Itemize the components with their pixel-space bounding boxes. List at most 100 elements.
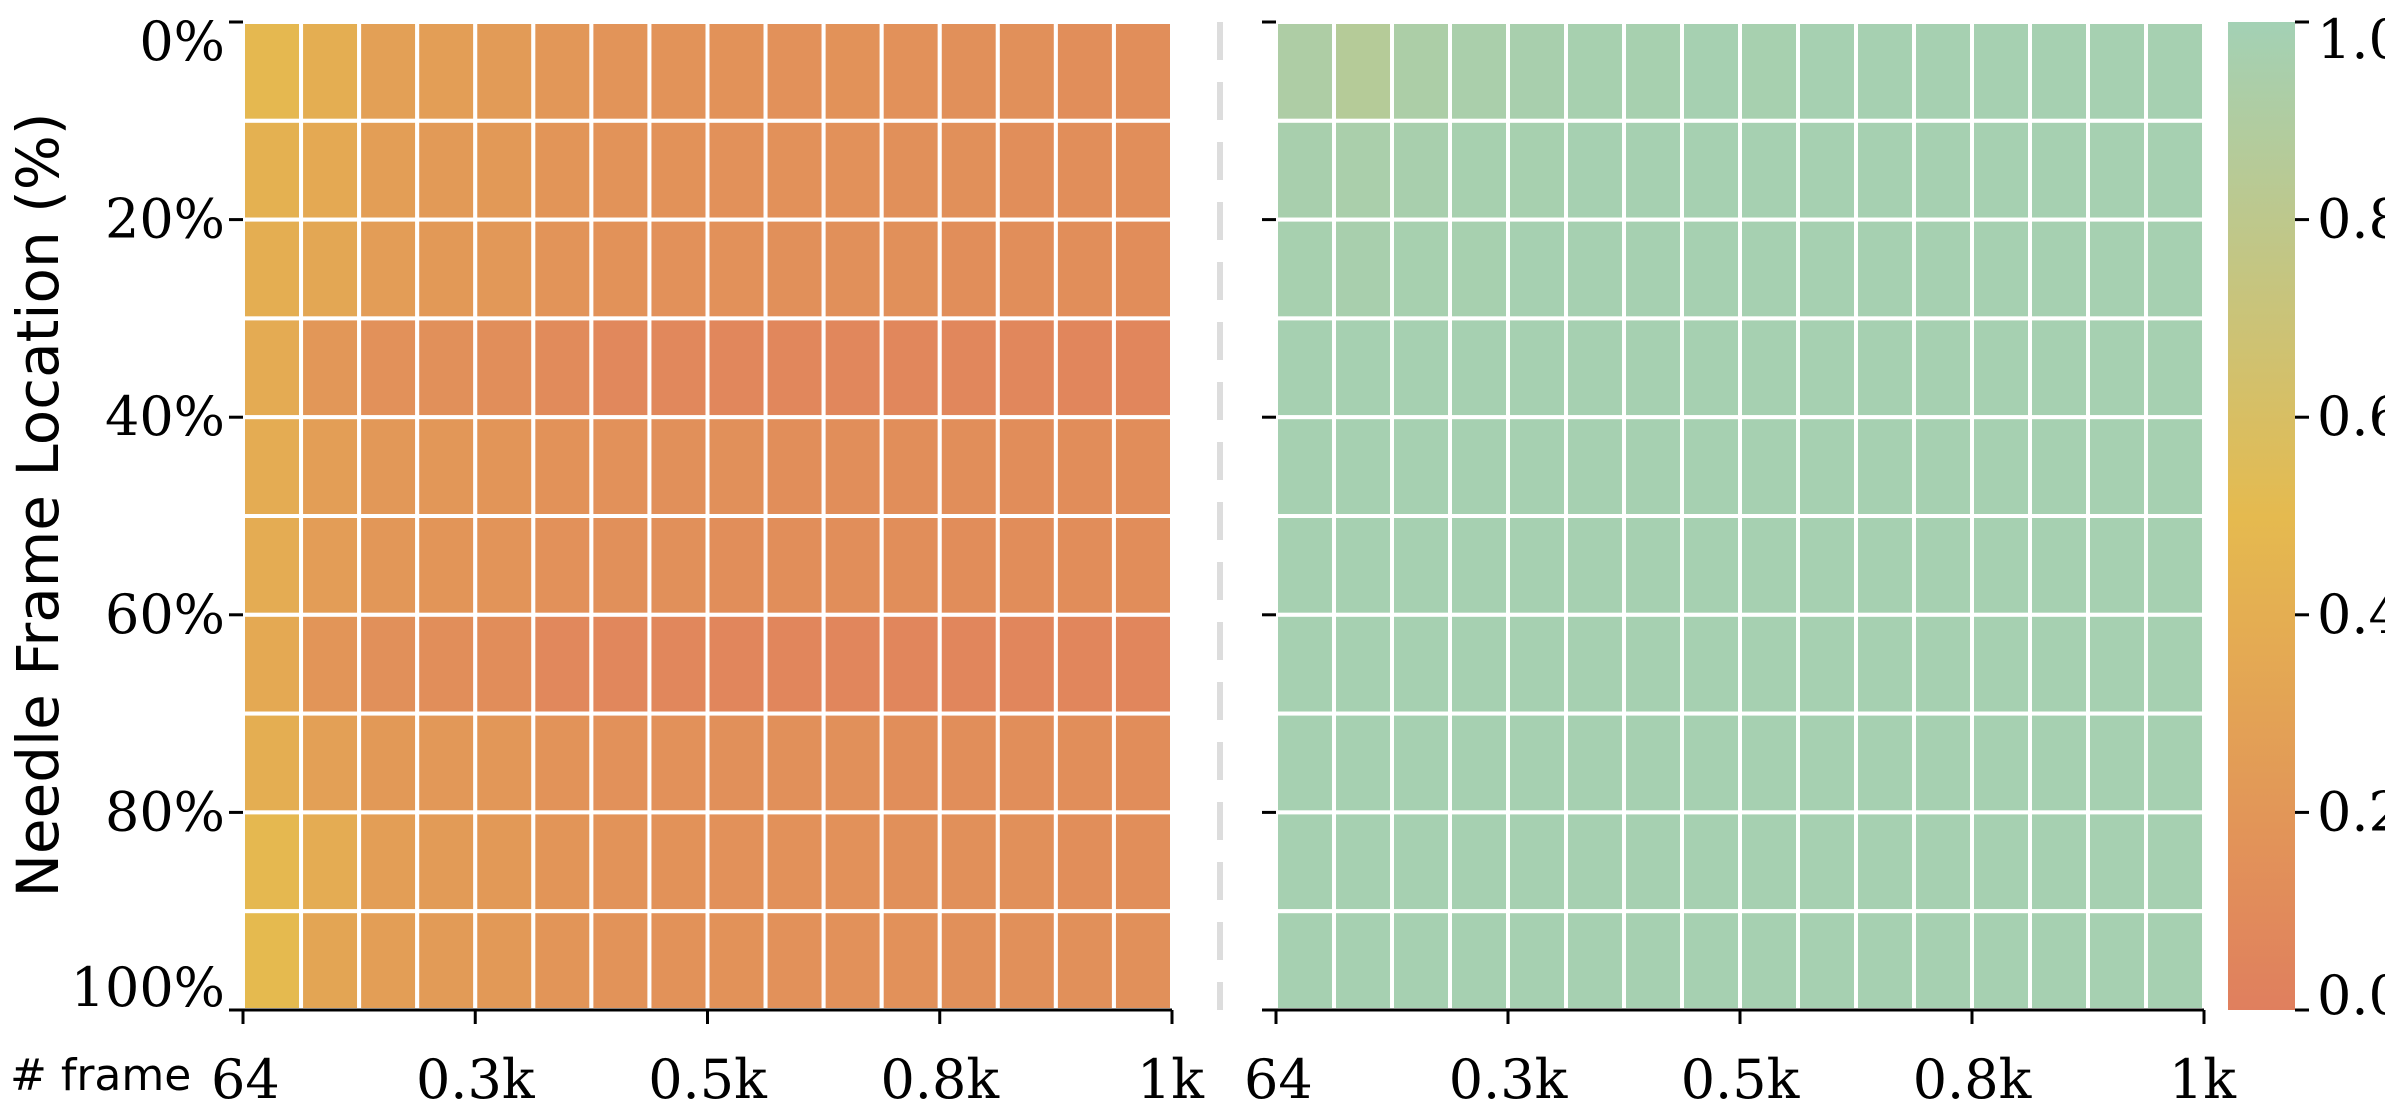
heatmap-cell	[1390, 316, 1452, 420]
heatmap-cell	[531, 118, 594, 222]
heatmap-cell	[1912, 20, 1974, 123]
y-tick-label: 20%	[105, 188, 225, 251]
heatmap-cell	[1111, 217, 1174, 321]
heatmap-cell	[473, 810, 536, 914]
x-tick-label: 0.3k	[416, 1048, 536, 1105]
heatmap-cell	[415, 118, 478, 222]
heatmap-cell	[2028, 415, 2090, 519]
heatmap-cell	[1448, 316, 1510, 420]
heatmap-cell	[1738, 20, 1800, 123]
heatmap-cell	[1970, 217, 2032, 321]
heatmap-cell	[2144, 909, 2206, 1013]
heatmap-cell	[1796, 20, 1858, 123]
heatmap-cell	[1680, 415, 1742, 519]
heatmap-cell	[879, 217, 942, 321]
heatmap-cell	[2144, 20, 2206, 123]
heatmap-cell	[415, 217, 478, 321]
heatmap-cell	[1564, 118, 1626, 222]
heatmap-cell	[937, 118, 1000, 222]
heatmap-cell	[299, 20, 362, 123]
heatmap-cell	[241, 612, 304, 716]
heatmap-cell	[1448, 612, 1510, 716]
heatmap-cell	[473, 118, 536, 222]
heatmap-cell	[473, 909, 536, 1013]
heatmap-cell	[241, 810, 304, 914]
heatmap-cell	[1448, 711, 1510, 815]
heatmap-cell	[1506, 20, 1568, 123]
heatmap-cell	[357, 810, 420, 914]
heatmap-cell	[1564, 612, 1626, 716]
heatmap-cell	[357, 20, 420, 123]
heatmap-cell	[531, 20, 594, 123]
heatmap-cell	[1738, 415, 1800, 519]
colorbar-tick-label: 0.6	[2317, 385, 2385, 448]
heatmap-cell	[937, 909, 1000, 1013]
heatmap-cell	[299, 612, 362, 716]
heatmap-cell	[299, 810, 362, 914]
heatmap-cell	[995, 514, 1058, 617]
heatmap-cell	[1970, 711, 2032, 815]
heatmap-cell	[1111, 612, 1174, 716]
heatmap-cell	[1274, 711, 1336, 815]
heatmap-cell	[1506, 711, 1568, 815]
heatmap-cell	[415, 316, 478, 420]
heatmap-cell	[1854, 612, 1916, 716]
heatmap-cell	[1970, 810, 2032, 914]
heatmap-cell	[763, 316, 826, 420]
heatmap-cell	[2028, 118, 2090, 222]
colorbar	[2228, 22, 2295, 1010]
heatmap-cell	[1738, 711, 1800, 815]
heatmap-cell	[647, 415, 710, 519]
heatmap-cell	[1053, 20, 1116, 123]
heatmap-panel-right: 64 0.3k 0.5k 0.8k 1k	[1244, 20, 2237, 1105]
heatmap-cell	[241, 118, 304, 222]
heatmap-cell	[299, 514, 362, 617]
heatmap-cell	[1564, 217, 1626, 321]
y-axis-title: Needle Frame Location (%)	[4, 112, 72, 897]
heatmap-cell	[473, 217, 536, 321]
heatmap-cell	[647, 514, 710, 617]
heatmap-cell	[2086, 909, 2148, 1013]
heatmap-cell	[1622, 514, 1684, 617]
heatmap-cell	[1622, 217, 1684, 321]
heatmap-cell	[647, 118, 710, 222]
heatmap-cell	[1111, 711, 1174, 815]
heatmap-cell	[1448, 415, 1510, 519]
heatmap-cell	[415, 711, 478, 815]
heatmap-cell	[1332, 612, 1394, 716]
heatmap-cell	[1854, 118, 1916, 222]
x-tick-label: 64	[211, 1048, 280, 1105]
heatmap-cell	[2086, 612, 2148, 716]
heatmap-cell	[705, 20, 768, 123]
heatmap-cell	[705, 415, 768, 519]
heatmap-cell	[1796, 612, 1858, 716]
heatmap-cell	[1622, 118, 1684, 222]
heatmap-cell	[1680, 316, 1742, 420]
heatmap-cell	[2144, 612, 2206, 716]
heatmap-cell	[1970, 612, 2032, 716]
heatmap-cell	[1970, 514, 2032, 617]
heatmap-cell	[1796, 909, 1858, 1013]
heatmap-cell	[1854, 909, 1916, 1013]
heatmap-cell	[1111, 810, 1174, 914]
heatmap-cell	[1274, 415, 1336, 519]
heatmap-cell	[1738, 514, 1800, 617]
heatmap-cell	[589, 217, 652, 321]
heatmap-cell	[1970, 316, 2032, 420]
heatmap-cell	[1622, 909, 1684, 1013]
heatmap-cell	[1332, 514, 1394, 617]
heatmap-cell	[1680, 20, 1742, 123]
heatmap-cell	[821, 20, 884, 123]
heatmap-cell	[1854, 415, 1916, 519]
heatmap-cell	[2028, 20, 2090, 123]
heatmap-cell	[1274, 20, 1336, 123]
heatmap-cell	[589, 909, 652, 1013]
heatmap-cell	[1274, 118, 1336, 222]
heatmap-cell	[763, 909, 826, 1013]
heatmap-cell	[1332, 810, 1394, 914]
heatmap-cell	[2028, 909, 2090, 1013]
heatmap-cell	[589, 711, 652, 815]
heatmap-cell	[531, 612, 594, 716]
heatmap-cell	[1506, 909, 1568, 1013]
heatmap-cell	[241, 415, 304, 519]
